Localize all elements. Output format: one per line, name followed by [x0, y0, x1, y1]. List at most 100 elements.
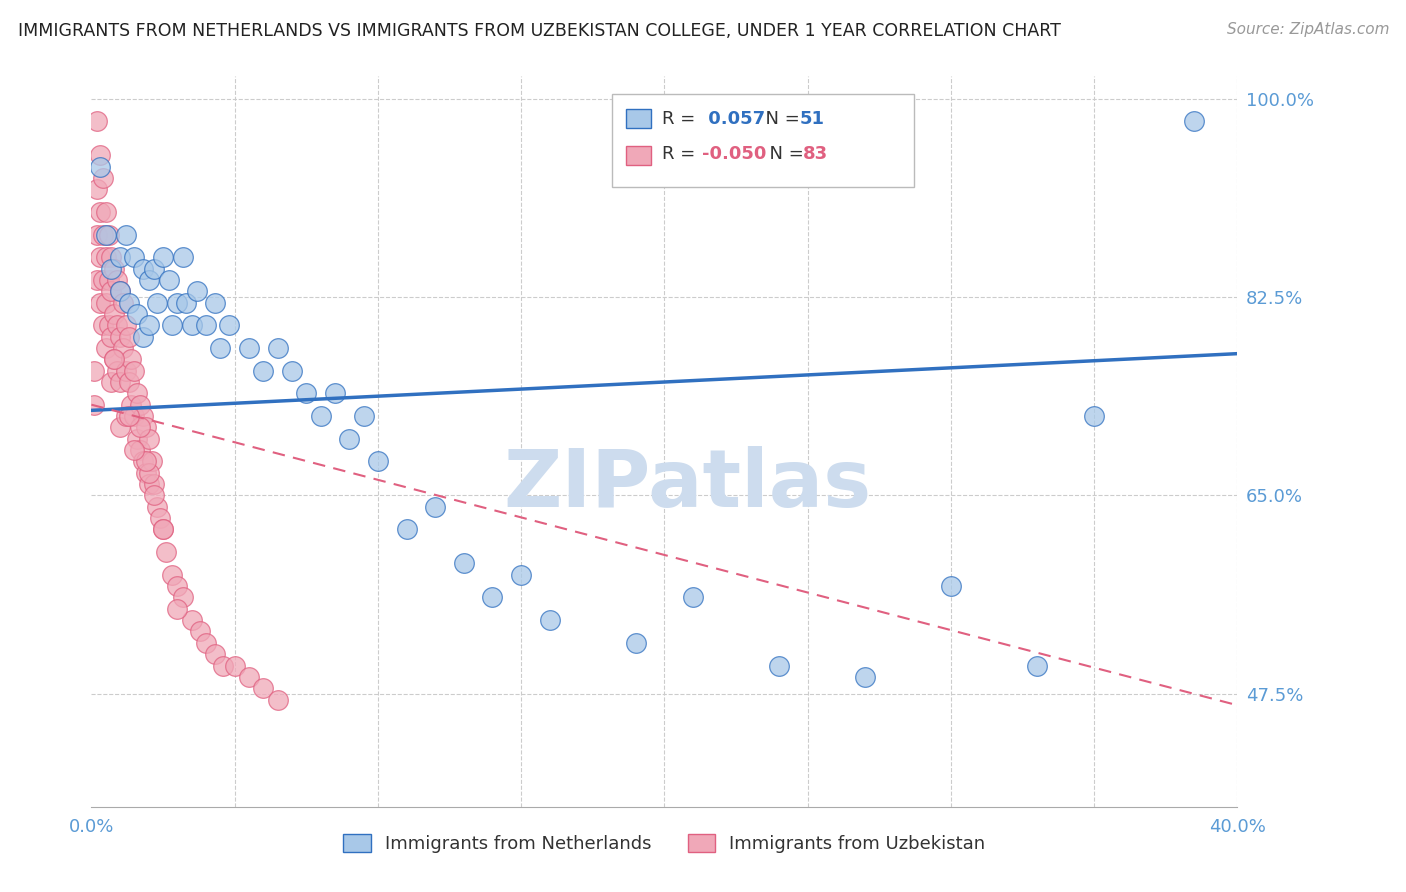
Point — [939, 579, 962, 593]
Point — [132, 454, 155, 468]
Text: Source: ZipAtlas.com: Source: ZipAtlas.com — [1226, 22, 1389, 37]
Point — [481, 591, 503, 605]
Point — [143, 488, 166, 502]
Point — [114, 364, 136, 378]
Point — [157, 273, 180, 287]
Point — [83, 364, 105, 378]
Point — [768, 658, 790, 673]
Point — [89, 205, 111, 219]
Point — [135, 454, 157, 468]
Point — [152, 250, 174, 264]
Point — [91, 227, 114, 242]
Point — [94, 341, 117, 355]
Point — [238, 670, 260, 684]
Point — [337, 432, 360, 446]
Point — [124, 443, 146, 458]
Point — [127, 386, 149, 401]
Point — [204, 295, 226, 310]
Point — [141, 454, 163, 468]
Point — [111, 341, 134, 355]
Point — [160, 567, 183, 582]
Point — [266, 692, 288, 706]
Point — [423, 500, 446, 514]
Point — [89, 148, 111, 162]
Point — [281, 364, 304, 378]
Point — [155, 545, 177, 559]
Point — [180, 318, 202, 333]
Point — [138, 477, 160, 491]
Point — [105, 318, 128, 333]
Point — [86, 227, 108, 242]
Point — [194, 318, 217, 333]
Point — [135, 420, 157, 434]
Point — [86, 182, 108, 196]
Text: N =: N = — [754, 110, 806, 128]
Point — [121, 352, 143, 367]
Point — [94, 250, 117, 264]
Point — [100, 261, 122, 276]
Point — [103, 352, 125, 367]
Text: 0.057: 0.057 — [702, 110, 765, 128]
Point — [152, 523, 174, 537]
Point — [138, 466, 160, 480]
Point — [89, 250, 111, 264]
Point — [108, 420, 131, 434]
Point — [100, 250, 122, 264]
Point — [94, 295, 117, 310]
Point — [146, 295, 169, 310]
Point — [510, 567, 533, 582]
Point — [132, 329, 155, 343]
Point — [353, 409, 375, 423]
Point — [295, 386, 318, 401]
Point — [91, 318, 114, 333]
Point — [224, 658, 246, 673]
Point — [100, 375, 122, 389]
Point — [853, 670, 876, 684]
Point — [127, 432, 149, 446]
Point — [138, 273, 160, 287]
Point — [91, 170, 114, 185]
Point — [100, 285, 122, 299]
Point — [395, 523, 418, 537]
Text: R =: R = — [662, 145, 702, 163]
Point — [172, 591, 194, 605]
Point — [108, 329, 131, 343]
Point — [97, 273, 120, 287]
Point — [114, 227, 136, 242]
Point — [117, 329, 139, 343]
Text: -0.050: -0.050 — [702, 145, 766, 163]
Point — [186, 285, 208, 299]
Point — [89, 295, 111, 310]
Point — [682, 591, 704, 605]
Point — [103, 307, 125, 321]
Point — [204, 647, 226, 661]
Point — [108, 250, 131, 264]
Point — [117, 409, 139, 423]
Point — [108, 375, 131, 389]
Point — [538, 613, 561, 627]
Point — [108, 285, 131, 299]
Point — [117, 375, 139, 389]
Point — [94, 205, 117, 219]
Point — [114, 409, 136, 423]
Point — [138, 318, 160, 333]
Point — [1182, 114, 1205, 128]
Point — [129, 398, 152, 412]
Point — [83, 398, 105, 412]
Legend: Immigrants from Netherlands, Immigrants from Uzbekistan: Immigrants from Netherlands, Immigrants … — [336, 827, 993, 861]
Point — [309, 409, 332, 423]
Point — [152, 523, 174, 537]
Point — [143, 477, 166, 491]
Point — [124, 250, 146, 264]
Text: N =: N = — [758, 145, 810, 163]
Text: IMMIGRANTS FROM NETHERLANDS VS IMMIGRANTS FROM UZBEKISTAN COLLEGE, UNDER 1 YEAR : IMMIGRANTS FROM NETHERLANDS VS IMMIGRANT… — [18, 22, 1062, 40]
Point — [194, 636, 217, 650]
Point — [132, 261, 155, 276]
Point — [252, 364, 274, 378]
Text: 83: 83 — [803, 145, 828, 163]
Point — [86, 273, 108, 287]
Point — [1025, 658, 1047, 673]
Point — [323, 386, 346, 401]
Point — [91, 273, 114, 287]
Point — [160, 318, 183, 333]
